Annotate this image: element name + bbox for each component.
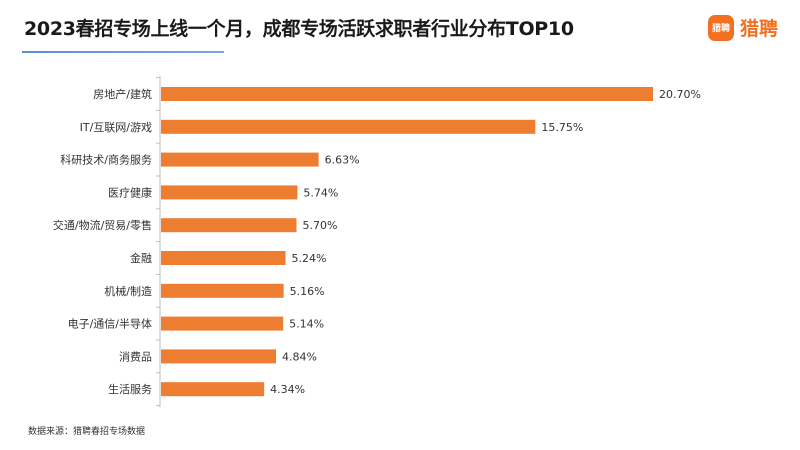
bar <box>161 152 319 167</box>
data-label: 6.63% <box>325 154 360 167</box>
data-label: 5.16% <box>290 285 325 298</box>
category-label: 交通/物流/贸易/零售 <box>53 218 152 232</box>
category-label: 生活服务 <box>108 382 152 396</box>
bar <box>161 283 284 298</box>
category-label: 房地产/建筑 <box>93 87 152 101</box>
bar <box>161 185 298 200</box>
liepin-logo: 猎聘 猎聘 <box>707 14 778 41</box>
bar <box>161 251 286 265</box>
bar <box>161 382 265 397</box>
category-label: 医疗健康 <box>108 185 152 199</box>
bar <box>161 218 297 233</box>
category-label: 科研技术/商务服务 <box>60 153 152 167</box>
liepin-logo-text: 猎聘 <box>739 18 778 40</box>
bar <box>161 349 277 364</box>
bar <box>161 87 653 101</box>
category-label: 机械/制造 <box>104 284 152 298</box>
bar <box>161 316 284 331</box>
page-title: 2023春招专场上线一个月，成都专场活跃求职者行业分布TOP10 <box>24 18 574 40</box>
bar <box>161 119 536 134</box>
data-label: 5.24% <box>292 252 327 265</box>
data-source-note: 数据来源：猎聘春招专场数据 <box>28 427 146 437</box>
data-label: 4.84% <box>282 350 317 363</box>
liepin-logo-icon: 猎聘 <box>707 14 734 41</box>
title-underline <box>22 51 224 53</box>
category-label: 消费品 <box>119 349 152 363</box>
data-label: 5.70% <box>302 219 337 232</box>
data-label: 5.14% <box>289 318 324 331</box>
data-label: 4.34% <box>270 383 305 396</box>
data-label: 20.70% <box>659 88 701 101</box>
category-label: 金融 <box>130 251 152 265</box>
category-label: 电子/通信/半导体 <box>68 317 152 331</box>
data-label: 15.75% <box>541 121 583 134</box>
category-label: IT/互联网/游戏 <box>80 121 152 134</box>
data-label: 5.74% <box>303 186 338 199</box>
